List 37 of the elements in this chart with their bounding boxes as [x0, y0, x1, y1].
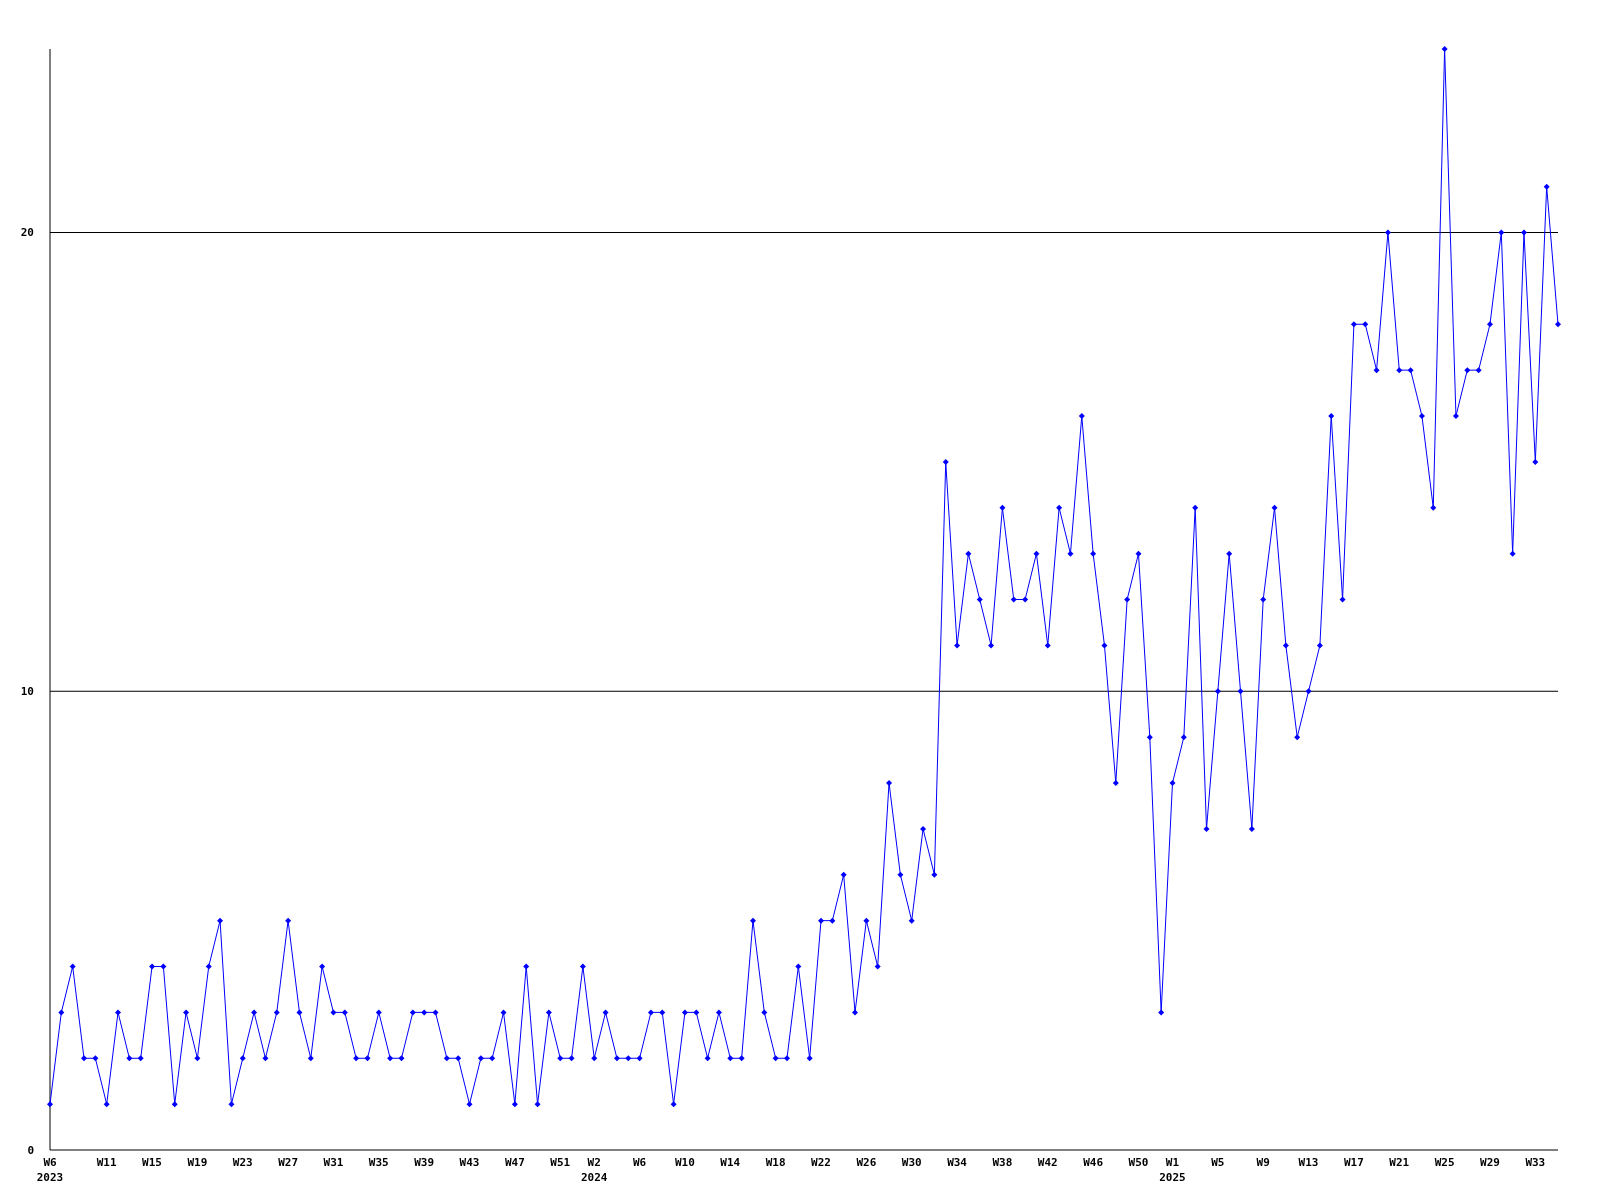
y-tick-label: 20: [20, 226, 34, 240]
x-tick-label: W26: [856, 1156, 877, 1169]
x-tick-label: W27: [278, 1156, 299, 1169]
x-tick-label: W42: [1037, 1156, 1058, 1169]
x-tick-label: W11: [96, 1156, 117, 1169]
x-tick-label: W18: [765, 1156, 786, 1169]
x-tick-label: W43: [459, 1156, 480, 1169]
x-tick-label: W9: [1256, 1156, 1270, 1169]
x-tick-label: W5: [1211, 1156, 1225, 1169]
x-tick-label: W2 2024: [580, 1156, 608, 1184]
x-tick-label: W14: [720, 1156, 741, 1169]
x-tick-label: W1 2025: [1159, 1156, 1186, 1184]
x-tick-label: W19: [187, 1156, 208, 1169]
x-tick-label: W10: [675, 1156, 695, 1169]
x-tick-label: W33: [1525, 1156, 1546, 1169]
x-tick-label: W31: [323, 1156, 344, 1169]
x-tick-label: W38: [992, 1156, 1013, 1169]
x-tick-label: W25: [1434, 1156, 1455, 1169]
x-tick-label: W21: [1389, 1156, 1410, 1169]
x-tick-label: W39: [414, 1156, 435, 1169]
x-tick-label: W6: [632, 1156, 647, 1169]
x-tick-label: W23: [232, 1156, 253, 1169]
x-tick-label: W47: [504, 1156, 525, 1169]
x-tick-label: W15: [142, 1156, 162, 1169]
y-tick-label: 10: [20, 685, 34, 699]
x-tick-label: W17: [1343, 1156, 1364, 1169]
x-tick-label: W22: [811, 1156, 831, 1169]
x-tick-label: W6 2023: [36, 1156, 64, 1184]
y-tick-label: 0: [27, 1143, 34, 1157]
x-tick-label: W51: [550, 1156, 571, 1169]
x-tick-label: W46: [1083, 1156, 1104, 1169]
x-tick-label: W29: [1480, 1156, 1500, 1169]
x-tick-label: W50: [1128, 1156, 1149, 1169]
x-tick-label: W34: [947, 1156, 968, 1169]
x-tick-label: W13: [1298, 1156, 1319, 1169]
x-tick-label: W35: [368, 1156, 389, 1169]
x-tick-label: W30: [901, 1156, 922, 1169]
